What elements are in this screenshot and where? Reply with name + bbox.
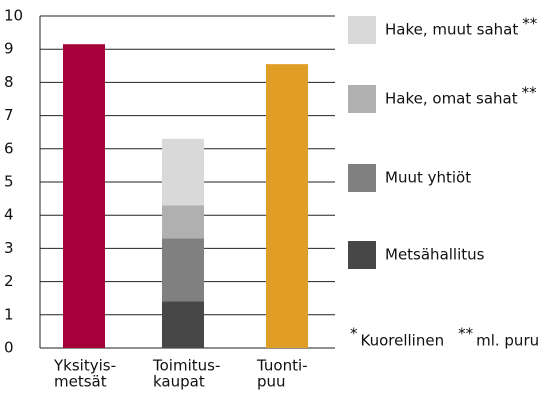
legend-label: Hake, muut sahat: [385, 21, 518, 39]
legend-swatch: [348, 164, 376, 192]
footnote-text: Kuorellinen: [361, 332, 445, 350]
legend-swatch: [348, 16, 376, 44]
x-tick-label: kaupat: [153, 373, 205, 391]
footnote-text: ml. puru: [476, 332, 539, 350]
bar-segment: [162, 138, 204, 206]
y-tick-label: 5: [4, 173, 14, 191]
legend-note: **: [522, 15, 538, 33]
y-tick-label: 2: [4, 272, 14, 290]
y-tick-label: 3: [4, 239, 14, 257]
x-tick-label: Yksityis-: [53, 357, 116, 375]
x-tick-label: Toimitus-: [152, 357, 220, 375]
y-tick-label: 1: [4, 305, 14, 323]
footnote-mark: **: [458, 325, 474, 343]
footnote-mark: *: [350, 325, 358, 343]
x-tick-label: metsät: [54, 373, 107, 391]
y-tick-label: 6: [4, 139, 14, 157]
x-tick-label: Tuonti-: [256, 357, 308, 375]
bar: [63, 44, 105, 348]
y-tick-label: 7: [4, 106, 14, 124]
y-tick-label: 0: [4, 339, 14, 357]
y-tick-label: 4: [4, 206, 14, 224]
bar-segment: [162, 238, 204, 302]
y-tick-label: 8: [4, 73, 14, 91]
y-tick-label: 10: [4, 7, 23, 25]
legend-label: Metsähallitus: [385, 246, 485, 264]
bar-segment: [162, 301, 204, 348]
bar-segment: [162, 205, 204, 239]
legend-note: **: [522, 84, 538, 102]
bar: [266, 64, 308, 348]
legend-swatch: [348, 85, 376, 113]
legend-label: Muut yhtiöt: [385, 169, 471, 187]
legend-swatch: [348, 241, 376, 269]
x-tick-label: puu: [257, 373, 286, 391]
y-tick-label: 9: [4, 40, 14, 58]
legend-label: Hake, omat sahat: [385, 90, 518, 108]
